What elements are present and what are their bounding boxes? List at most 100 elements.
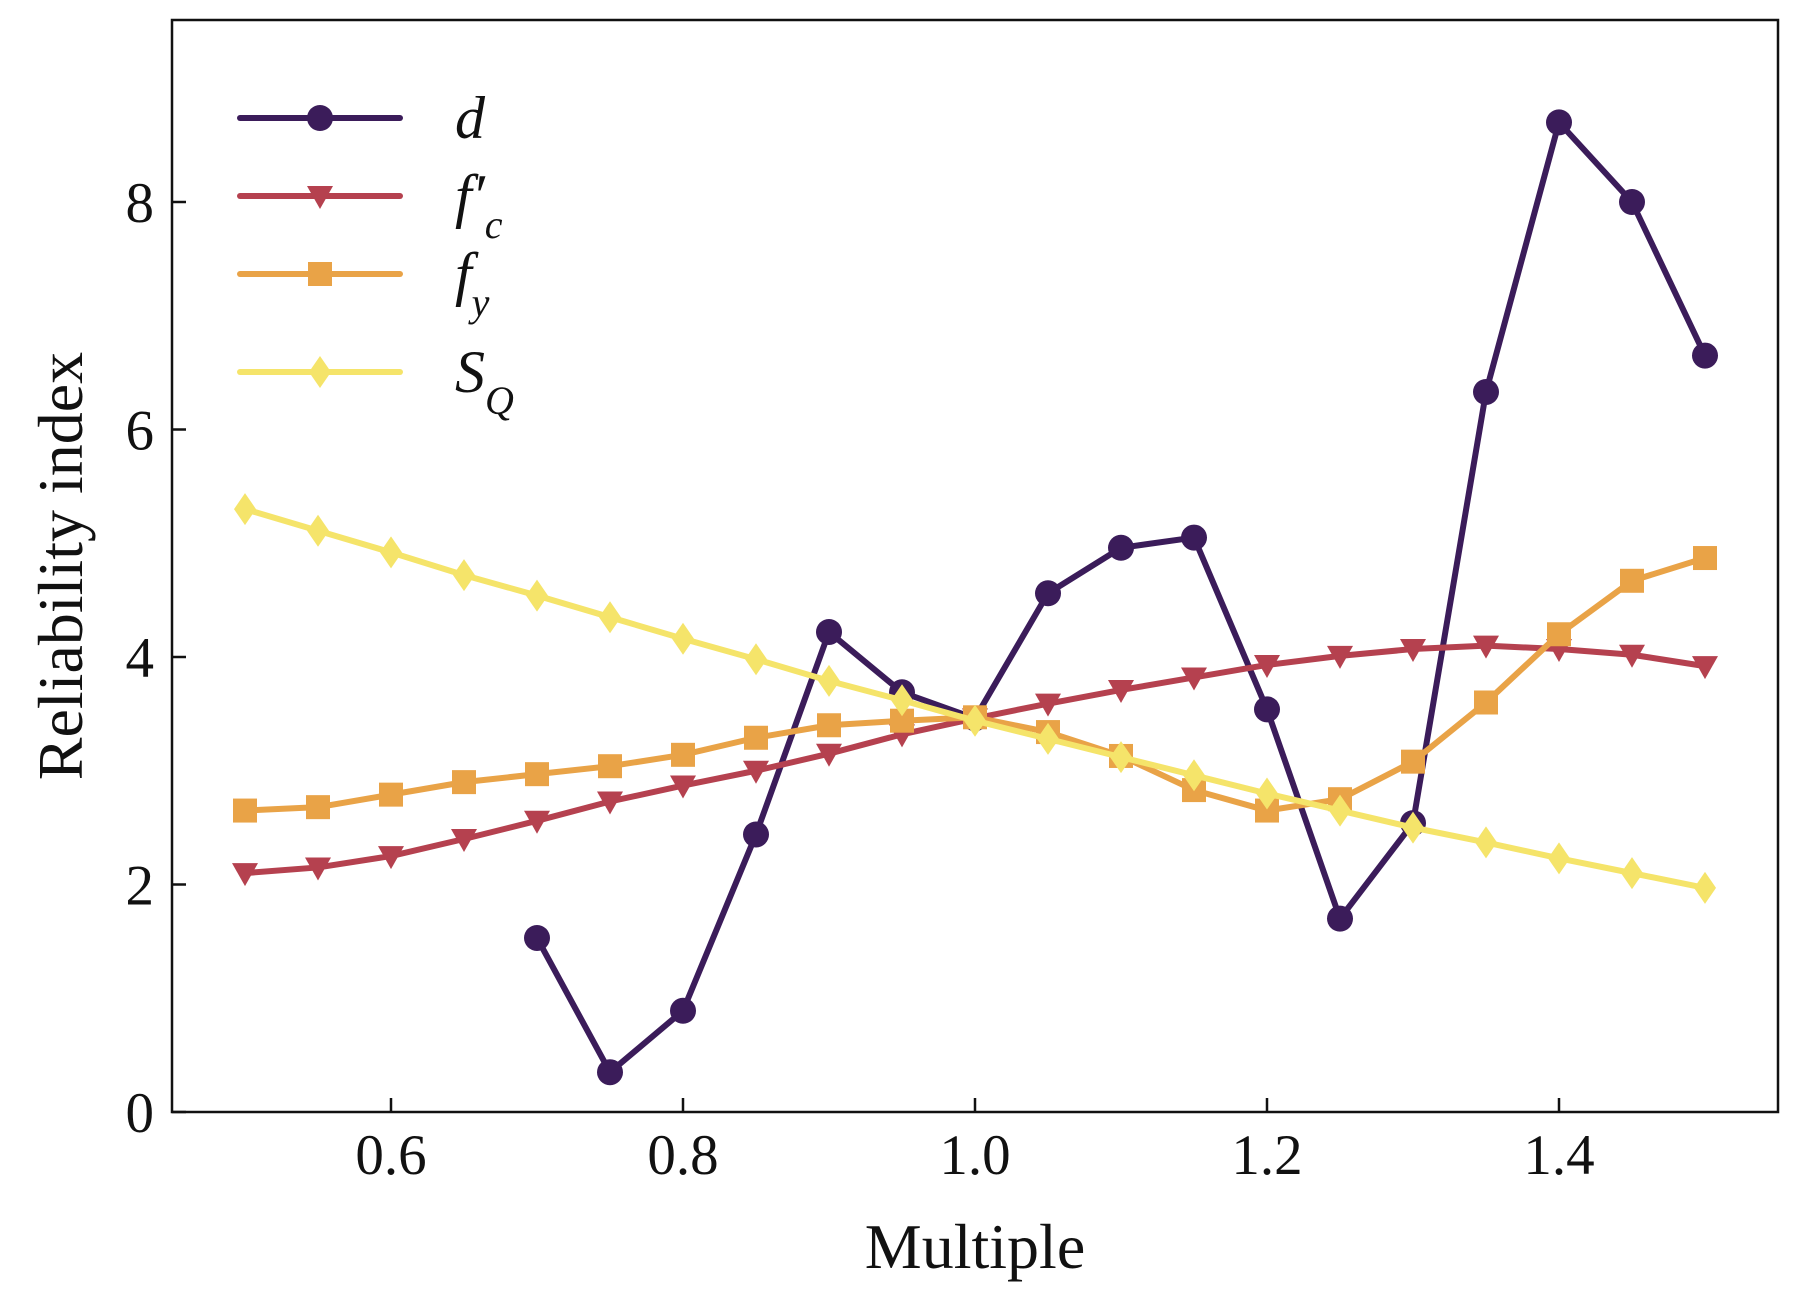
legend-label-subscript: Q: [485, 378, 514, 423]
data-point: [1037, 722, 1059, 755]
data-point: [1694, 871, 1716, 904]
data-point: [745, 643, 767, 676]
data-point: [1183, 759, 1205, 792]
x-tick-label: 1.2: [1231, 1124, 1302, 1187]
legend-label: fy: [455, 241, 490, 325]
data-point: [891, 684, 913, 717]
data-point: [232, 863, 258, 887]
legend-label-subscript: c: [485, 202, 503, 247]
data-point: [1400, 639, 1426, 663]
data-point: [1548, 842, 1570, 875]
y-tick-label: 4: [126, 627, 155, 690]
data-point: [1327, 645, 1353, 669]
data-point: [525, 762, 549, 787]
legend-label: SQ: [455, 339, 514, 423]
series-0: [524, 109, 1718, 1086]
data-point: [233, 798, 257, 823]
data-point: [1256, 777, 1278, 810]
data-point: [1692, 342, 1718, 369]
data-point: [1327, 905, 1353, 932]
y-tick-label: 8: [126, 172, 155, 235]
y-axis-ticks: 0 2 4 6 8: [126, 172, 186, 1145]
data-point: [1693, 546, 1717, 571]
y-tick-label: 0: [126, 1082, 155, 1145]
x-tick-label: 0.6: [355, 1124, 426, 1187]
data-point: [743, 760, 769, 784]
legend-label: f′c: [455, 163, 503, 247]
data-point: [597, 791, 623, 815]
data-point: [452, 770, 476, 795]
legend-item: fy: [237, 241, 490, 325]
data-point: [524, 810, 550, 834]
data-point: [306, 795, 330, 820]
series-layer: [232, 109, 1718, 1086]
legend-marker: [308, 262, 332, 286]
data-point: [1619, 189, 1645, 215]
data-point: [1108, 534, 1134, 561]
legend-label-main: S: [455, 339, 485, 405]
data-point: [1473, 378, 1499, 405]
data-point: [1692, 656, 1718, 680]
data-point: [964, 704, 986, 737]
data-point: [451, 829, 477, 852]
legend-marker: [307, 186, 333, 209]
legend-label-main: f′: [455, 163, 486, 229]
x-axis-label: Multiple: [865, 1211, 1085, 1282]
plot-frame: [170, 18, 1780, 1114]
data-point: [305, 857, 331, 881]
data-point: [1402, 811, 1424, 844]
x-tick-label: 1.4: [1523, 1124, 1594, 1187]
data-point: [234, 493, 256, 526]
data-point: [598, 754, 622, 779]
data-point: [526, 579, 548, 612]
data-point: [599, 601, 621, 634]
data-point: [1474, 690, 1498, 715]
data-point: [1475, 826, 1497, 859]
data-point: [1401, 749, 1425, 774]
y-tick-label: 6: [126, 400, 155, 463]
data-point: [378, 846, 404, 870]
legend-item: SQ: [237, 339, 514, 423]
data-point: [1254, 696, 1280, 723]
data-point: [1110, 741, 1132, 774]
data-point: [597, 1059, 623, 1086]
data-point: [1035, 693, 1061, 717]
data-point: [1619, 644, 1645, 668]
legend-label-main: d: [455, 85, 486, 151]
legend-label-subscript: y: [468, 280, 490, 325]
data-point: [744, 725, 768, 750]
x-tick-label: 1.0: [939, 1124, 1010, 1187]
legend-label: d: [455, 85, 486, 151]
data-point: [524, 924, 550, 951]
legend-marker: [307, 105, 333, 131]
data-point: [817, 713, 841, 738]
data-point: [672, 622, 694, 655]
data-point: [818, 664, 840, 697]
data-point: [1035, 580, 1061, 607]
series-3: [234, 493, 1716, 904]
data-point: [1621, 857, 1643, 890]
legend-item: f′c: [237, 163, 503, 247]
data-point: [1473, 635, 1499, 659]
data-point: [1546, 109, 1572, 136]
data-point: [743, 821, 769, 848]
data-point: [379, 782, 403, 807]
data-point: [1254, 654, 1280, 678]
data-point: [307, 514, 329, 547]
data-point: [1108, 679, 1134, 703]
x-tick-label: 0.8: [647, 1124, 718, 1187]
data-point: [1547, 622, 1571, 647]
legend-marker: [309, 356, 331, 388]
legend-item: d: [237, 85, 486, 151]
data-point: [453, 559, 475, 592]
data-point: [816, 618, 842, 645]
series-line: [534, 119, 1708, 1076]
data-point: [670, 997, 696, 1024]
data-point: [1329, 794, 1351, 827]
data-point: [816, 743, 842, 767]
y-axis-label: Reliability index: [25, 352, 96, 780]
data-point: [670, 775, 696, 799]
x-axis-ticks: 0.6 0.8 1.0 1.2 1.4: [355, 1098, 1595, 1187]
data-point: [380, 536, 402, 569]
